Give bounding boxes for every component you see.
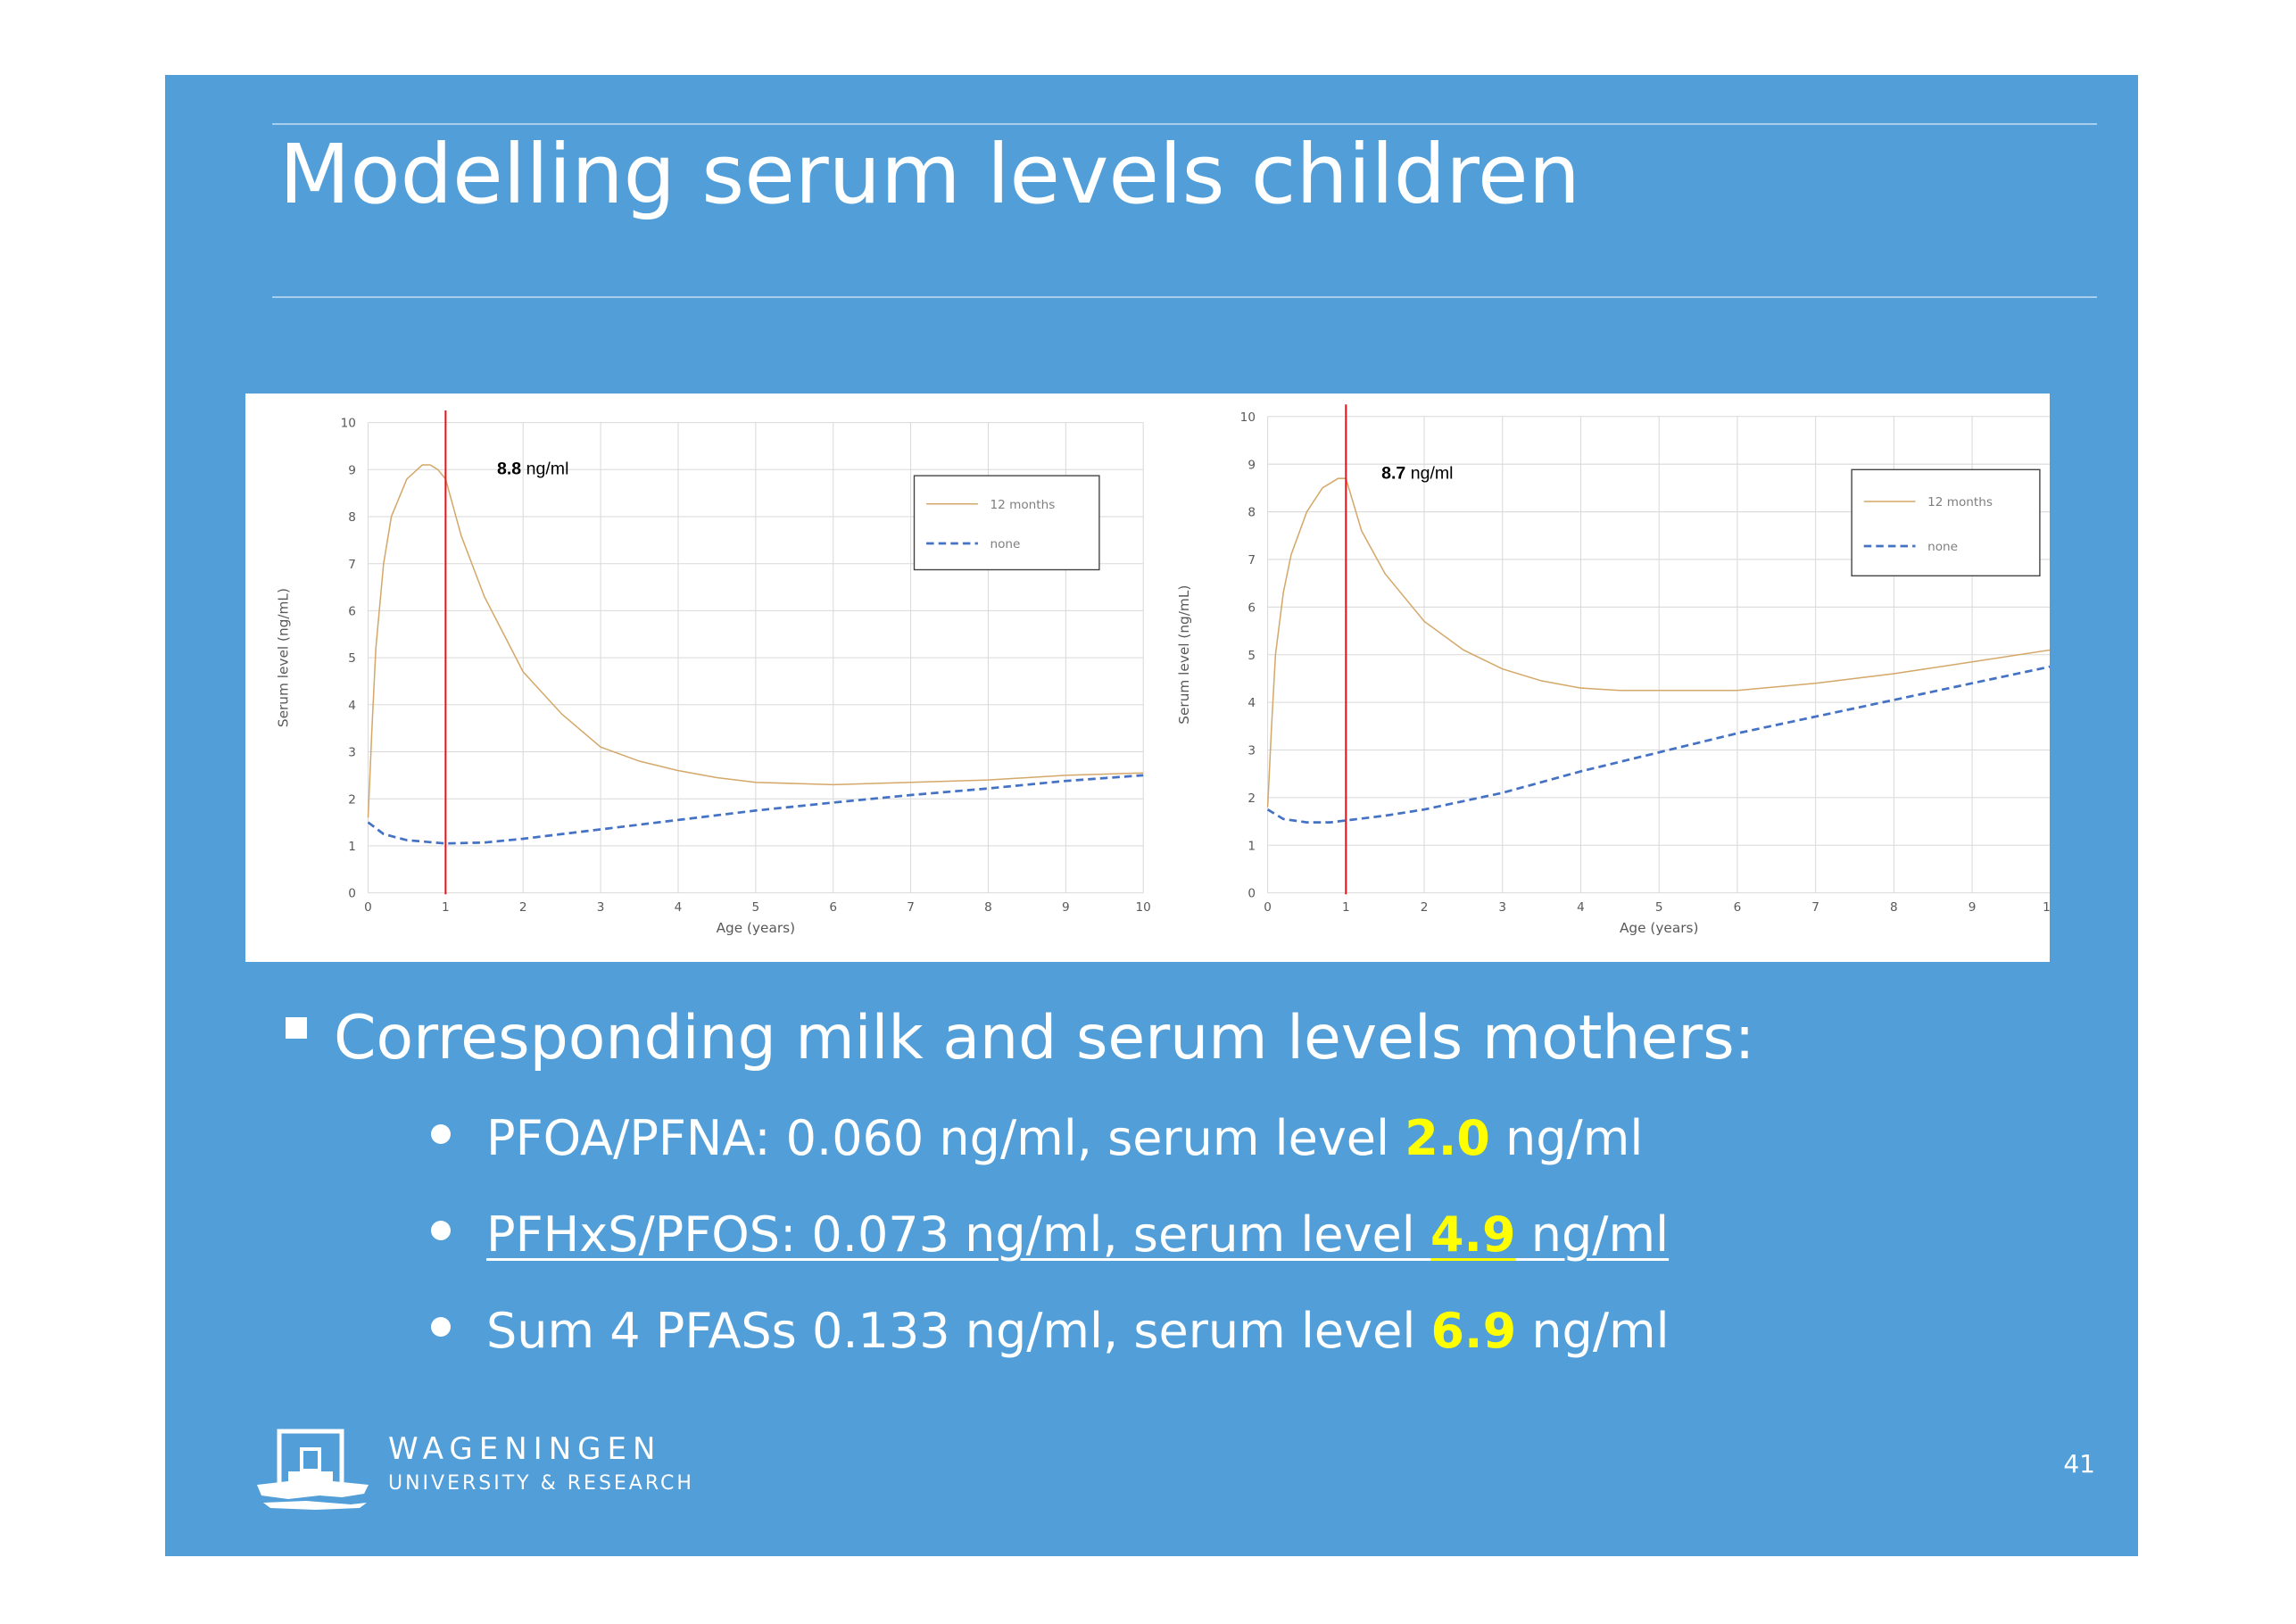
sub-bullet-3-prefix: Sum 4 PFASs 0.133 ng/ml, serum level <box>486 1303 1431 1359</box>
y-tick-label: 9 <box>348 463 356 477</box>
round-bullet-icon <box>431 1124 451 1144</box>
logo-wordmark: WAGENINGEN <box>388 1431 662 1467</box>
series-line-none <box>1266 665 2050 824</box>
x-tick-label: 8 <box>1890 900 1898 915</box>
x-tick-label: 7 <box>1811 900 1819 915</box>
y-tick-label: 0 <box>348 887 356 901</box>
x-tick-label: 9 <box>1969 900 1977 915</box>
y-tick-label: 4 <box>348 699 356 713</box>
sub-bullet-1: PFOA/PFNA: 0.060 ng/ml, serum level 2.0 … <box>431 1110 1643 1166</box>
wageningen-logo-icon <box>257 1429 369 1510</box>
charts-panel: 0 1 2 3 4 5 6 7 8 9 10 0 1 2 3 4 5 6 7 8 9 10 Age (years) Serum… <box>245 394 2050 962</box>
main-bullet: Corresponding milk and serum levels moth… <box>286 1003 1755 1073</box>
y-tick-label: 5 <box>348 651 356 666</box>
y-tick-label: 1 <box>1247 839 1256 853</box>
x-tick-label: 4 <box>1577 900 1585 915</box>
y-tick-label: 3 <box>348 746 356 760</box>
sub-bullet-3: Sum 4 PFASs 0.133 ng/ml, serum level 6.9… <box>431 1303 1670 1359</box>
title-bottom-rule <box>272 296 2097 298</box>
square-bullet-icon <box>286 1017 307 1039</box>
sub-bullet-2-prefix: PFHxS/PFOS: 0.073 ng/ml, serum level <box>486 1206 1430 1263</box>
x-tick-label: 6 <box>1734 900 1742 915</box>
round-bullet-icon <box>431 1317 451 1337</box>
x-tick-label: 9 <box>1062 900 1070 915</box>
x-tick-label: 3 <box>597 900 605 915</box>
legend-label: none <box>1927 540 1958 554</box>
x-tick-label: 7 <box>907 900 915 915</box>
legend-box <box>1851 468 2041 576</box>
x-tick-label: 0 <box>364 900 372 915</box>
y-axis-label: Serum level (ng/mL) <box>275 588 291 727</box>
y-tick-label: 6 <box>1247 601 1256 615</box>
series-line-twelve-months <box>1266 477 2050 808</box>
legend-label: 12 months <box>1927 495 1993 510</box>
x-tick-label: 8 <box>984 900 992 915</box>
x-tick-label: 2 <box>1421 900 1429 915</box>
annotation-unit: ng/ml <box>521 459 568 478</box>
x-tick-label: 6 <box>829 900 837 915</box>
sub-bullet-2: PFHxS/PFOS: 0.073 ng/ml, serum level 4.9… <box>431 1206 1669 1263</box>
x-axis-label: Age (years) <box>1620 920 1698 936</box>
series-line-none <box>367 774 1144 845</box>
annotation-label: 8.8 ng/ml <box>497 459 568 478</box>
sub-bullet-3-highlight: 6.9 <box>1430 1303 1517 1359</box>
y-tick-label: 10 <box>1240 410 1256 425</box>
sub-bullet-1-highlight: 2.0 <box>1405 1110 1490 1166</box>
y-tick-label: 7 <box>348 558 356 572</box>
slide: Modelling serum levels children 0 1 2 3 4 5 6 7… <box>165 75 2138 1556</box>
y-tick-label: 8 <box>348 510 356 525</box>
legend-label: none <box>991 537 1021 551</box>
main-bullet-text: Corresponding milk and serum levels moth… <box>334 1003 1755 1073</box>
x-tick-label: 2 <box>519 900 527 915</box>
annotation-label: 8.7 ng/ml <box>1381 464 1453 484</box>
x-tick-label: 5 <box>1655 900 1663 915</box>
y-tick-label: 2 <box>348 792 356 807</box>
x-axis-label: Age (years) <box>717 920 795 936</box>
y-axis-label: Serum level (ng/mL) <box>1176 585 1192 725</box>
x-tick-label: 4 <box>675 900 683 915</box>
y-tick-label: 10 <box>341 417 356 431</box>
y-tick-label: 7 <box>1247 553 1256 568</box>
y-tick-label: 2 <box>1247 791 1256 806</box>
y-tick-label: 5 <box>1247 649 1256 663</box>
sub-bullet-3-suffix: ng/ml <box>1516 1303 1670 1359</box>
legend: 12 months none <box>913 475 1100 571</box>
plot-group: 0 1 2 3 4 5 6 7 8 9 10 0 1 2 3 4 5 6 7 8 9 10 Age (years) Serum… <box>275 410 1151 936</box>
y-tick-label: 0 <box>1247 887 1256 901</box>
chart-left-svg: 0 1 2 3 4 5 6 7 8 9 10 0 1 2 3 4 5 6 7 8 9 10 Age (years) Serum… <box>275 410 1151 936</box>
y-tick-label: 6 <box>348 605 356 619</box>
chart-left: 0 1 2 3 4 5 6 7 8 9 10 0 1 2 3 4 5 6 7 8 9 10 Age (years) Serum… <box>245 394 1160 962</box>
annotation-unit: ng/ml <box>1405 464 1453 484</box>
plot-group: 0 1 2 3 4 5 6 7 8 9 10 0 1 2 3 4 5 6 7 8 9 10 Age (years) Serum… <box>1176 404 2050 936</box>
chart-right: 0 1 2 3 4 5 6 7 8 9 10 0 1 2 3 4 5 6 7 8 9 10 Age (years) Serum… <box>1160 394 2050 962</box>
annotation-value: 8.8 <box>497 459 521 478</box>
legend-label: 12 months <box>991 498 1056 512</box>
x-tick-label: 1 <box>1342 900 1350 915</box>
y-tick-label: 1 <box>348 840 356 854</box>
x-tick-label: 3 <box>1498 900 1506 915</box>
annotation-value: 8.7 <box>1381 464 1405 484</box>
x-tick-label: 0 <box>1264 900 1272 915</box>
sub-bullet-2-suffix: ng/ml <box>1515 1206 1670 1263</box>
x-tick-label: 10 <box>1136 900 1151 915</box>
x-tick-label: 5 <box>752 900 760 915</box>
sub-bullet-1-suffix: ng/ml <box>1489 1110 1644 1166</box>
round-bullet-icon <box>431 1221 451 1240</box>
x-tick-label: 1 <box>442 900 450 915</box>
y-tick-label: 8 <box>1247 506 1256 520</box>
sub-bullet-1-prefix: PFOA/PFNA: 0.060 ng/ml, serum level <box>486 1110 1405 1166</box>
y-tick-label: 3 <box>1247 744 1256 758</box>
slide-title: Modelling serum levels children <box>279 127 1580 222</box>
legend-box <box>913 475 1100 571</box>
logo-subtitle: UNIVERSITY & RESEARCH <box>388 1472 694 1495</box>
x-tick-label: 10 <box>2043 900 2050 915</box>
legend: 12 months none <box>1851 468 2041 576</box>
y-tick-label: 4 <box>1247 696 1256 710</box>
series-line-twelve-months <box>367 464 1144 818</box>
page-number: 41 <box>2063 1449 2095 1479</box>
chart-right-svg: 0 1 2 3 4 5 6 7 8 9 10 0 1 2 3 4 5 6 7 8 9 10 Age (years) Serum… <box>1176 404 2050 936</box>
y-tick-label: 9 <box>1247 458 1256 472</box>
title-top-rule <box>272 123 2097 125</box>
sub-bullet-2-highlight: 4.9 <box>1430 1206 1516 1263</box>
